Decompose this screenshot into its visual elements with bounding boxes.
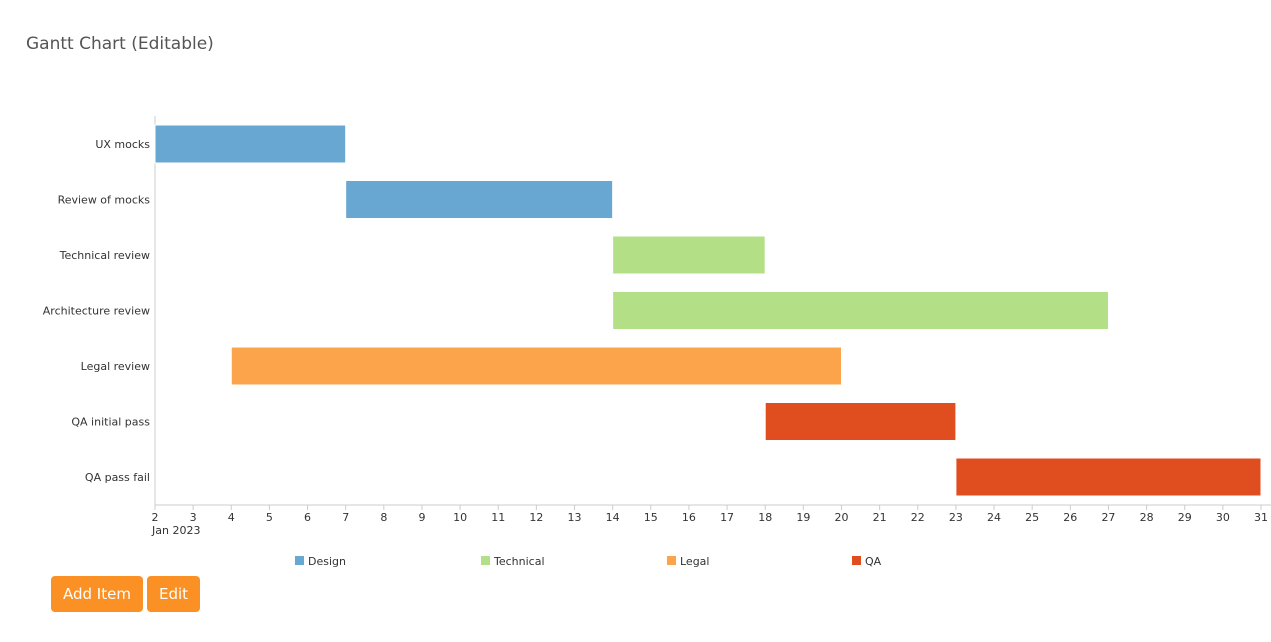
x-tick-label: 14	[606, 511, 620, 524]
x-tick-label: 6	[304, 511, 311, 524]
x-tick-label: 30	[1216, 511, 1230, 524]
x-tick-label: 25	[1025, 511, 1039, 524]
task-bar	[230, 346, 842, 386]
x-tick-label: 7	[342, 511, 349, 524]
x-tick-label: 20	[834, 511, 848, 524]
legend-swatch	[295, 556, 304, 565]
x-tick-label: 12	[529, 511, 543, 524]
task-bar	[764, 402, 957, 441]
x-tick-label: 5	[266, 511, 273, 524]
legend-label: QA	[865, 555, 882, 568]
x-tick-label: 4	[228, 511, 235, 524]
task-label: Technical review	[59, 249, 150, 262]
x-tick-label: 11	[491, 511, 505, 524]
legend-label: Technical	[493, 555, 545, 568]
x-tick-label: 8	[380, 511, 387, 524]
x-axis-sublabel: Jan 2023	[151, 524, 200, 537]
x-tick-label: 22	[911, 511, 925, 524]
legend-swatch	[481, 556, 490, 565]
task-bar	[154, 124, 347, 164]
x-tick-label: 21	[873, 511, 887, 524]
x-tick-label: 17	[720, 511, 734, 524]
x-tick-label: 13	[568, 511, 582, 524]
task-label: QA pass fail	[85, 471, 150, 484]
task-label: Review of mocks	[58, 194, 151, 207]
x-tick-label: 23	[949, 511, 963, 524]
x-tick-label: 26	[1063, 511, 1077, 524]
legend-swatch	[852, 556, 861, 565]
x-tick-label: 27	[1101, 511, 1115, 524]
task-bar	[345, 180, 614, 219]
x-tick-label: 29	[1178, 511, 1192, 524]
task-label: Legal review	[81, 360, 150, 373]
x-tick-label: 15	[644, 511, 658, 524]
task-label: Architecture review	[43, 305, 150, 318]
task-bar	[955, 457, 1262, 497]
page-title: Gantt Chart (Editable)	[26, 34, 214, 54]
x-tick-label: 2	[152, 511, 159, 524]
x-tick-label: 31	[1254, 511, 1268, 524]
add-item-button[interactable]: Add Item	[51, 576, 143, 612]
task-label: UX mocks	[95, 138, 150, 151]
task-label: QA initial pass	[71, 416, 150, 429]
legend-label: Design	[308, 555, 346, 568]
x-tick-label: 9	[418, 511, 425, 524]
legend-label: Legal	[680, 555, 709, 568]
task-bar	[612, 235, 766, 275]
x-tick-label: 19	[796, 511, 810, 524]
edit-button[interactable]: Edit	[147, 576, 201, 612]
x-tick-label: 28	[1140, 511, 1154, 524]
x-tick-label: 3	[190, 511, 197, 524]
task-bar	[612, 291, 1109, 330]
x-tick-label: 18	[758, 511, 772, 524]
x-tick-label: 10	[453, 511, 467, 524]
x-tick-label: 16	[682, 511, 696, 524]
legend-swatch	[667, 556, 676, 565]
x-tick-label: 24	[987, 511, 1001, 524]
